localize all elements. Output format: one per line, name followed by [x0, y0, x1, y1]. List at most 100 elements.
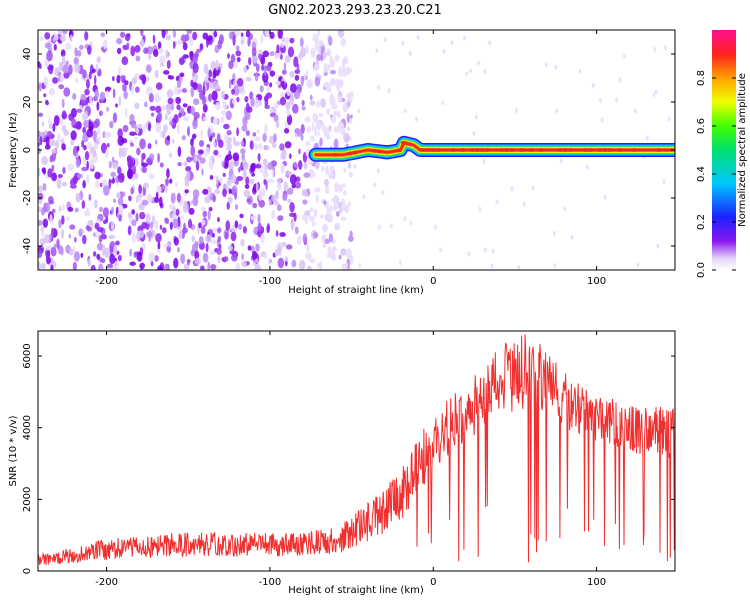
- noise-speck: [139, 138, 146, 150]
- noise-speck: [98, 263, 104, 270]
- noise-speck: [138, 184, 143, 195]
- noise-speck: [45, 253, 51, 265]
- noise-speck: [314, 186, 321, 194]
- noise-speck: [181, 88, 188, 93]
- noise-speck: [85, 225, 90, 231]
- noise-speck: [161, 227, 167, 234]
- signal-peak: [474, 148, 481, 152]
- noise-speck: [206, 35, 213, 42]
- noise-speck: [662, 179, 666, 185]
- noise-speck: [38, 249, 43, 258]
- noise-speck: [200, 129, 203, 139]
- noise-speck: [108, 160, 112, 169]
- noise-speck: [170, 103, 174, 111]
- noise-speck: [255, 258, 259, 264]
- noise-speck: [277, 30, 284, 40]
- spectrogram-y-tick-label: 20: [22, 96, 33, 109]
- noise-speck: [95, 64, 99, 73]
- noise-speck: [257, 53, 263, 60]
- noise-speck: [139, 262, 145, 270]
- noise-speck: [264, 104, 271, 110]
- noise-speck: [148, 122, 151, 132]
- noise-speck: [38, 167, 41, 178]
- noise-speck: [333, 110, 338, 117]
- noise-speck: [274, 80, 281, 86]
- noise-speck: [213, 30, 218, 38]
- noise-speck: [134, 136, 138, 141]
- noise-speck: [61, 98, 65, 109]
- colorbar-tick-label: 0.6: [696, 118, 707, 134]
- noise-speck: [129, 248, 133, 257]
- signal-peak: [332, 153, 339, 157]
- noise-speck: [131, 85, 134, 95]
- noise-speck: [433, 224, 437, 230]
- noise-speck: [80, 93, 87, 102]
- noise-speck: [280, 163, 286, 174]
- noise-speck: [329, 96, 336, 106]
- noise-speck: [109, 253, 116, 265]
- noise-speck: [275, 230, 279, 237]
- noise-speck: [345, 248, 352, 259]
- noise-speck: [618, 77, 622, 83]
- noise-speck: [52, 208, 56, 213]
- noise-speck: [225, 110, 232, 121]
- noise-speck: [274, 191, 279, 201]
- noise-speck: [178, 229, 183, 240]
- noise-speck: [279, 232, 286, 237]
- noise-speck: [141, 152, 146, 160]
- noise-speck: [78, 44, 84, 50]
- noise-speck: [251, 55, 258, 64]
- noise-speck: [96, 137, 101, 142]
- signal-peak: [562, 148, 569, 152]
- noise-speck: [321, 234, 326, 243]
- noise-speck: [184, 161, 188, 167]
- signal-peak: [616, 148, 623, 152]
- noise-speck: [135, 195, 139, 204]
- spectrogram-y-tick-label: 0: [22, 147, 33, 153]
- noise-speck: [75, 157, 81, 168]
- noise-speck: [105, 148, 109, 159]
- noise-speck: [199, 157, 206, 164]
- noise-speck: [186, 156, 192, 163]
- noise-speck: [118, 214, 122, 222]
- noise-speck: [176, 123, 180, 135]
- noise-speck: [249, 33, 253, 40]
- noise-speck: [241, 260, 248, 268]
- noise-speck: [311, 221, 316, 227]
- noise-speck: [154, 139, 158, 145]
- noise-speck: [182, 227, 188, 234]
- noise-speck: [442, 48, 446, 54]
- noise-speck: [177, 161, 182, 167]
- noise-speck: [260, 233, 265, 244]
- noise-speck: [48, 123, 53, 129]
- noise-speck: [212, 232, 215, 238]
- noise-speck: [166, 168, 170, 179]
- noise-speck: [64, 42, 72, 50]
- noise-speck: [328, 125, 332, 132]
- noise-speck: [234, 204, 239, 211]
- noise-speck: [172, 138, 175, 144]
- noise-speck: [62, 64, 69, 74]
- noise-speck: [106, 90, 109, 98]
- noise-speck: [221, 160, 225, 168]
- noise-speck: [136, 251, 143, 262]
- noise-speck: [161, 30, 166, 39]
- noise-speck: [177, 146, 182, 157]
- noise-speck: [215, 175, 219, 186]
- noise-speck: [117, 135, 124, 146]
- noise-speck: [185, 165, 192, 172]
- noise-speck: [259, 85, 264, 93]
- noise-speck: [277, 257, 285, 269]
- noise-speck: [219, 34, 224, 45]
- noise-speck: [350, 114, 353, 119]
- noise-speck: [298, 259, 306, 270]
- noise-speck: [73, 245, 76, 254]
- noise-speck: [313, 232, 319, 239]
- noise-speck: [316, 54, 322, 62]
- noise-speck: [100, 32, 106, 38]
- signal-peak: [435, 148, 442, 152]
- signal-peak: [557, 148, 564, 152]
- noise-speck: [269, 31, 275, 40]
- noise-speck: [42, 218, 49, 228]
- noise-speck: [94, 171, 101, 180]
